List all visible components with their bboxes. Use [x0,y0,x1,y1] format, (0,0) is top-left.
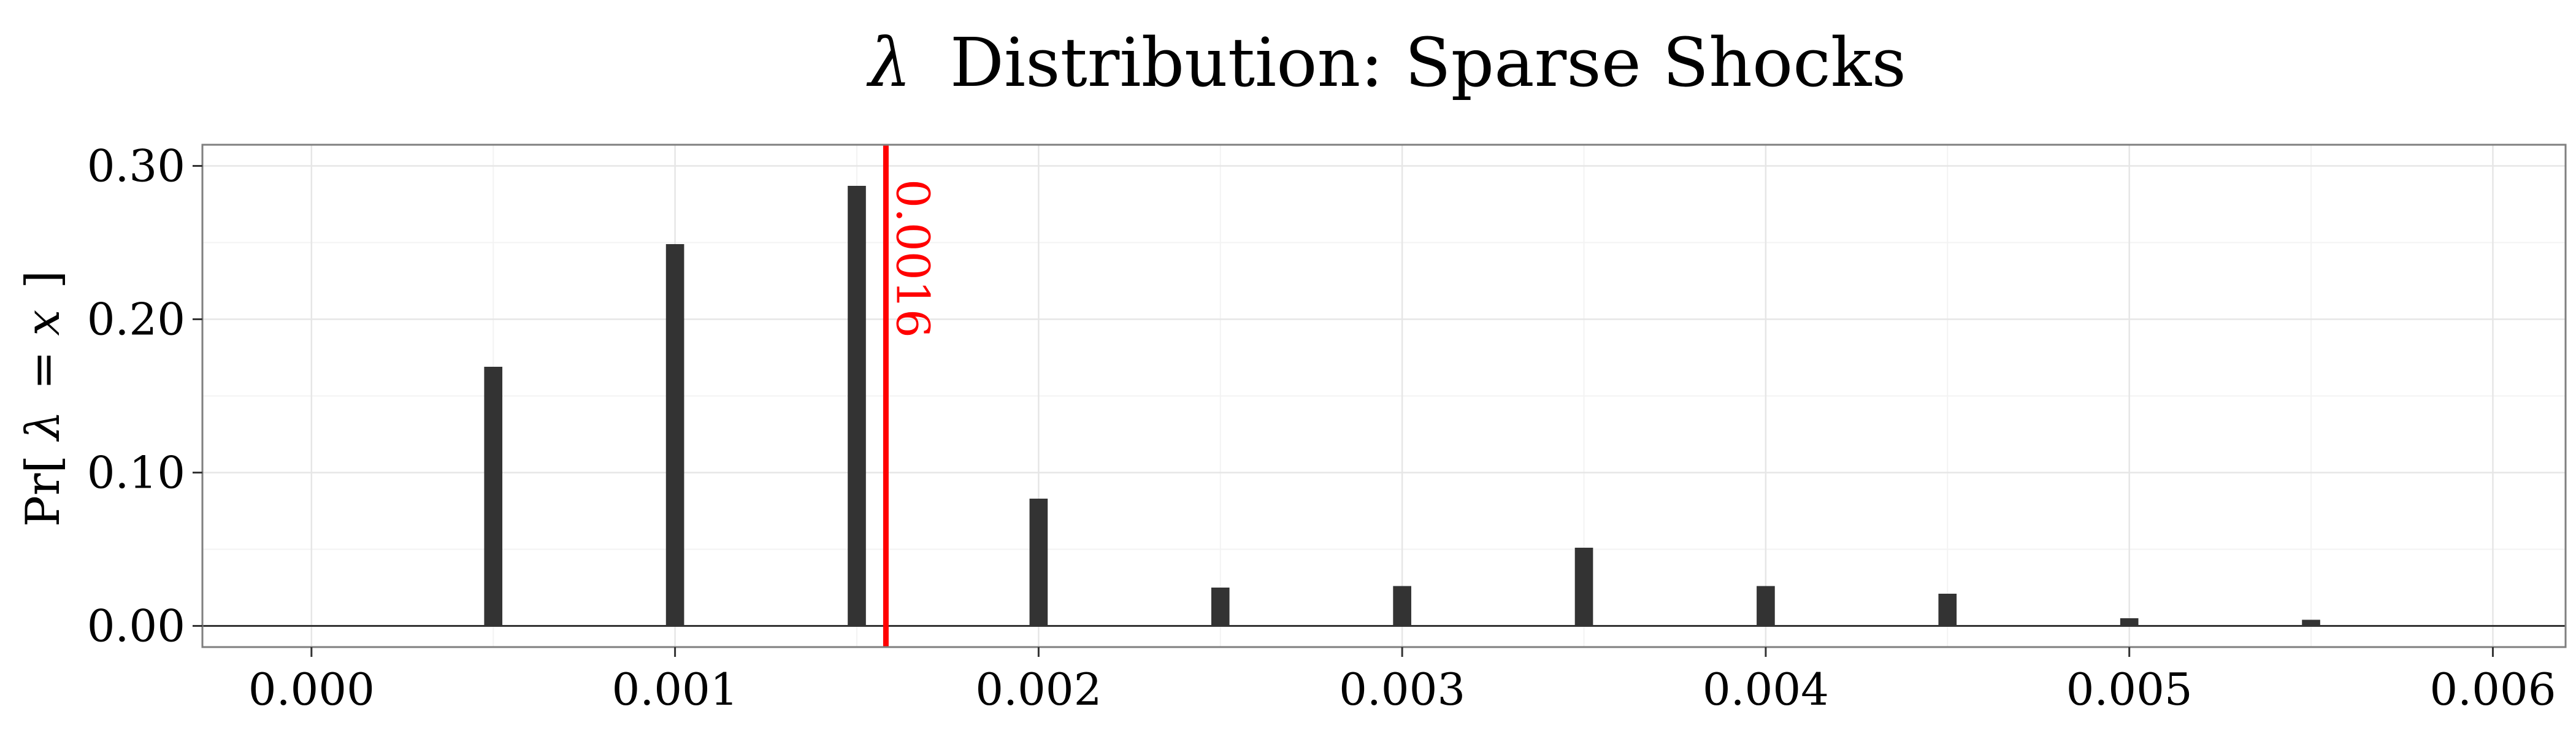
y-tick-label: 0.00 [87,600,185,652]
bar [2120,618,2139,626]
y-tick-label: 0.20 [87,294,185,345]
ylabel-eq: = [15,336,70,390]
ylabel-suffix: ] [15,270,70,289]
bar [1393,586,1411,626]
y-tick-label: 0.30 [87,140,185,192]
bar [1211,588,1230,626]
x-tick-label: 0.005 [2066,664,2193,715]
bar [484,367,503,626]
x-tick-label: 0.006 [2429,664,2556,715]
chart-title: λ Distribution: Sparse Shocks [866,23,1906,102]
plot-area: 0.0016 0.000 0.001 0.002 0.003 0.004 0.005 0.00… [87,140,2567,715]
ylabel-x: x [15,310,70,336]
bar [1029,499,1048,626]
y-axis-title: Pr[ λ = x ] [15,270,70,527]
plot-border [201,144,2567,648]
x-tick-label: 0.002 [975,664,1102,715]
x-tick-label: 0.001 [612,664,738,715]
x-tick-label: 0.000 [248,664,375,715]
y-tick-label: 0.10 [87,447,185,499]
bar [1757,586,1775,626]
bar [1574,548,1593,626]
ylabel-lambda: λ [15,411,70,442]
x-tick-label: 0.003 [1339,664,1465,715]
ylabel-prefix: Pr[ [15,455,70,527]
reference-line-label: 0.0016 [886,179,938,338]
bar [1938,594,1957,626]
title-text: Distribution: Sparse Shocks [950,23,1906,102]
title-lambda-symbol: λ [866,23,911,102]
bar [2302,619,2320,626]
bar [848,186,866,626]
x-tick-label: 0.004 [1703,664,1829,715]
bar [665,244,684,626]
